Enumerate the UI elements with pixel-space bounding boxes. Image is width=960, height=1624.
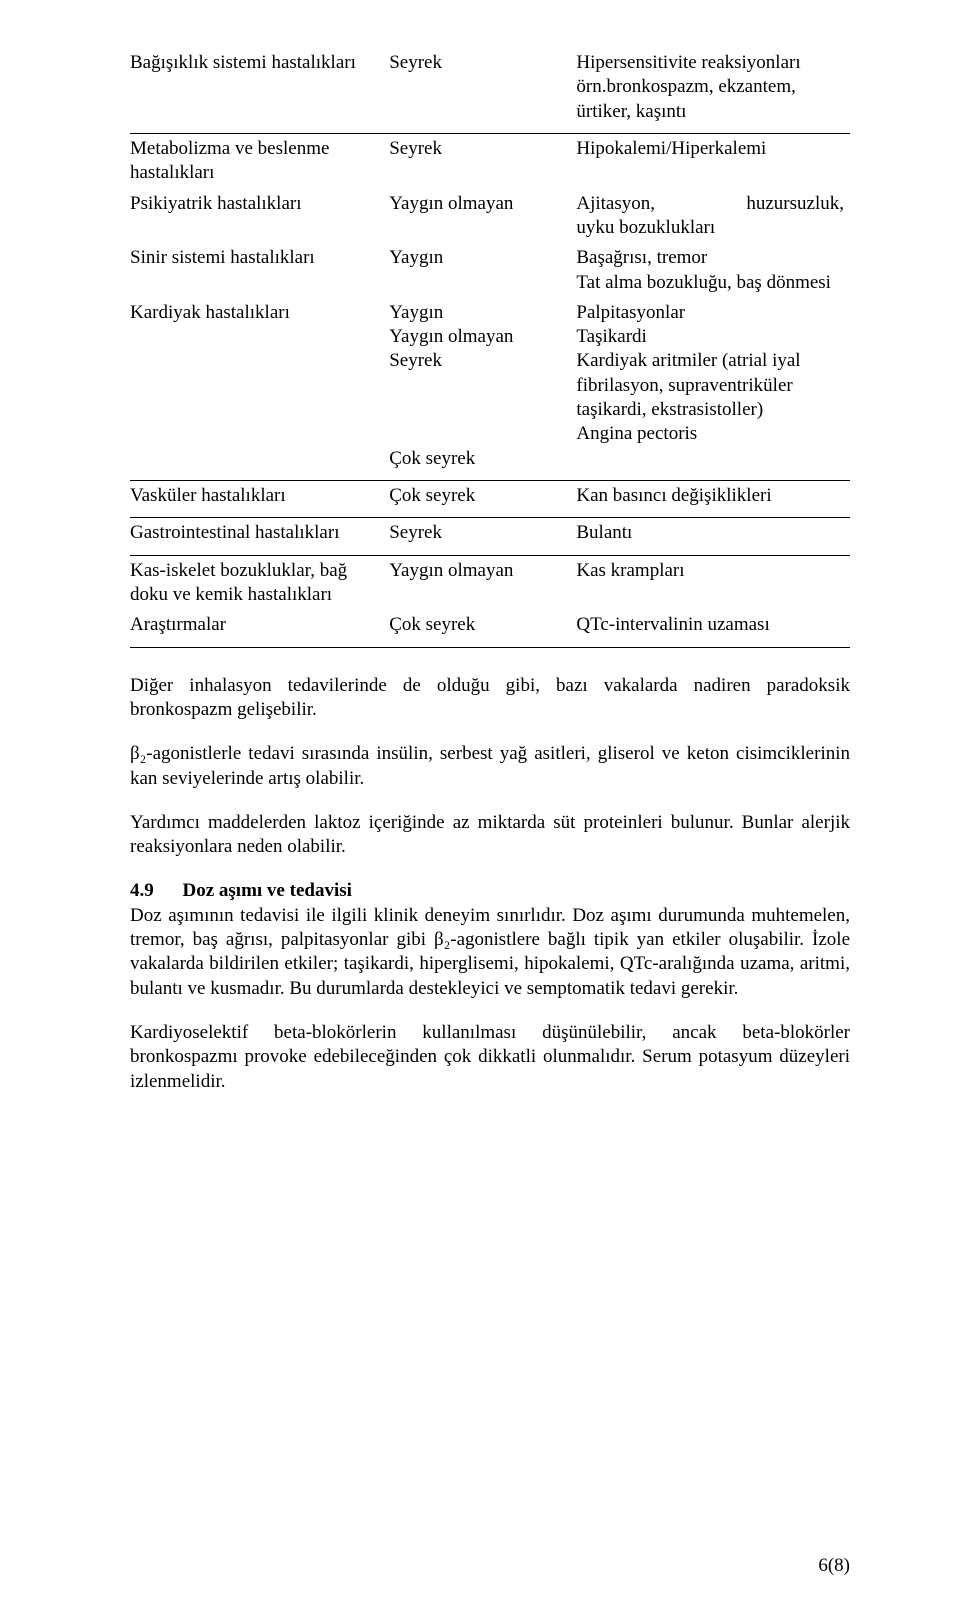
section-overdose-body: Doz aşımının tedavisi ile ilgili klinik … [130, 905, 850, 999]
paragraph-beta2-metabolic: β₂-agonistlerle tedavi sırasında insülin… [130, 742, 850, 791]
reaction-cell: Kas krampları [576, 555, 850, 610]
frequency-cell: YaygınYaygın olmayanSeyrekÇok seyrek [389, 298, 576, 474]
soc-cell: Psikiyatrik hastalıkları [130, 189, 389, 244]
reaction-cell: Hipersensitivite reaksiyonları örn.bronk… [576, 48, 850, 127]
soc-cell: Gastrointestinal hastalıkları [130, 518, 389, 549]
soc-cell: Araştırmalar [130, 610, 389, 640]
reaction-cell: Kan basıncı değişiklikleri [576, 481, 850, 512]
paragraph-lactose-warning: Yardımcı maddelerden laktoz içeriğinde a… [130, 811, 850, 860]
frequency-cell: Seyrek [389, 133, 576, 188]
reaction-cell: QTc-intervalinin uzaması [576, 610, 850, 640]
table-row: AraştırmalarÇok seyrekQTc-intervalinin u… [130, 610, 850, 640]
table-row: Sinir sistemi hastalıklarıYaygınBaşağrıs… [130, 243, 850, 298]
reaction-cell: Bulantı [576, 518, 850, 549]
adverse-reactions-table: Bağışıklık sistemi hastalıklarıSeyrekHip… [130, 48, 850, 648]
frequency-cell: Seyrek [389, 518, 576, 549]
soc-cell: Kas-iskelet bozukluklar, bağ doku ve kem… [130, 555, 389, 610]
soc-cell: Vasküler hastalıkları [130, 481, 389, 512]
soc-cell: Metabolizma ve beslenme hastalıkları [130, 133, 389, 188]
frequency-cell: Yaygın olmayan [389, 555, 576, 610]
frequency-cell: Seyrek [389, 48, 576, 127]
table-separator [130, 641, 850, 648]
soc-cell: Bağışıklık sistemi hastalıkları [130, 48, 389, 127]
table-row: Metabolizma ve beslenme hastalıklarıSeyr… [130, 133, 850, 188]
frequency-cell: Çok seyrek [389, 610, 576, 640]
table-row: Vasküler hastalıklarıÇok seyrekKan basın… [130, 481, 850, 512]
frequency-cell: Yaygın [389, 243, 576, 298]
section-overdose: 4.9 Doz aşımı ve tedavisi Doz aşımının t… [130, 879, 850, 1001]
section-title: Doz aşımı ve tedavisi [183, 880, 352, 901]
table-row: Kardiyak hastalıklarıYaygınYaygın olmaya… [130, 298, 850, 474]
paragraph-beta-blockers: Kardiyoselektif beta-blokörlerin kullanı… [130, 1021, 850, 1094]
page-number: 6(8) [818, 1554, 850, 1578]
reaction-cell: Ajitasyon,huzursuzluk,uyku bozuklukları [576, 189, 850, 244]
paragraph-paradoxical-bronchospasm: Diğer inhalasyon tedavilerinde de olduğu… [130, 674, 850, 723]
soc-cell: Sinir sistemi hastalıkları [130, 243, 389, 298]
table-row: Kas-iskelet bozukluklar, bağ doku ve kem… [130, 555, 850, 610]
frequency-cell: Çok seyrek [389, 481, 576, 512]
section-number: 4.9 [130, 880, 154, 901]
reaction-cell: PalpitasyonlarTaşikardiKardiyak aritmile… [576, 298, 850, 474]
page: Bağışıklık sistemi hastalıklarıSeyrekHip… [0, 0, 960, 1624]
table-row: Gastrointestinal hastalıklarıSeyrekBulan… [130, 518, 850, 549]
reaction-cell: Hipokalemi/Hiperkalemi [576, 133, 850, 188]
table-row: Bağışıklık sistemi hastalıklarıSeyrekHip… [130, 48, 850, 127]
frequency-cell: Yaygın olmayan [389, 189, 576, 244]
table-row: Psikiyatrik hastalıklarıYaygın olmayanAj… [130, 189, 850, 244]
reaction-cell: Başağrısı, tremorTat alma bozukluğu, baş… [576, 243, 850, 298]
soc-cell: Kardiyak hastalıkları [130, 298, 389, 474]
